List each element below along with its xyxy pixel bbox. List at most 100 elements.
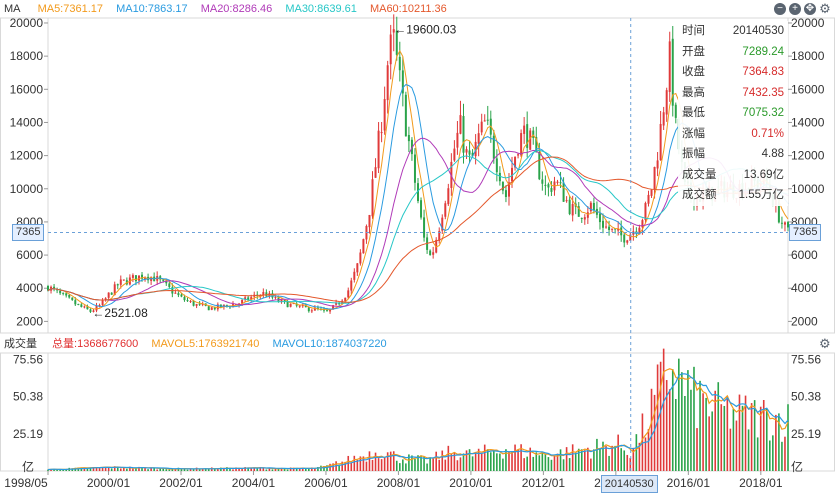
- volume-bar: [486, 449, 489, 471]
- candle-body: [526, 124, 529, 148]
- gear-icon[interactable]: ⚙: [819, 1, 831, 16]
- volume-bar: [499, 453, 501, 471]
- candle-body: [301, 305, 304, 307]
- crosshair-price-left: 7365: [12, 224, 45, 242]
- high-annotation: ←19600.03: [394, 23, 456, 37]
- volume-bar: [86, 468, 89, 471]
- volume-bar: [708, 416, 710, 471]
- candle-body: [380, 132, 383, 134]
- volume-bar: [671, 369, 674, 471]
- candle-body: [598, 213, 601, 223]
- candle-body: [647, 194, 650, 204]
- volume-bar: [168, 469, 171, 471]
- volume-bar: [314, 468, 316, 471]
- volume-bar: [123, 468, 125, 471]
- y-tick-label-right: 14000: [791, 115, 825, 129]
- volume-bar: [532, 456, 535, 471]
- candle-body: [392, 29, 395, 33]
- ma5-legend: MA5:7361.17: [37, 3, 103, 15]
- volume-bar: [565, 447, 568, 471]
- volume-bar: [89, 467, 92, 471]
- volume-bar: [696, 428, 698, 471]
- volume-bar: [426, 463, 428, 471]
- volume-bar: [423, 456, 425, 471]
- info-row: 时间 20140530: [678, 21, 788, 42]
- volume-bar: [259, 467, 262, 471]
- candle-body: [332, 305, 335, 310]
- zoom-out-button[interactable]: −: [774, 3, 786, 15]
- candle-body: [420, 200, 423, 218]
- candle-body: [310, 310, 313, 312]
- volume-bar: [750, 403, 753, 471]
- volume-y-tick-label: 25.19: [13, 427, 43, 441]
- y-tick-label-right: 4000: [791, 281, 818, 295]
- candle-body: [504, 190, 507, 198]
- volume-bar: [383, 457, 386, 471]
- volume-bar: [223, 468, 225, 471]
- info-label: 开盘: [682, 45, 705, 58]
- ma5-line: [47, 49, 789, 311]
- volume-bar: [232, 469, 234, 471]
- volume-bar: [753, 400, 756, 471]
- volume-bar: [311, 467, 313, 471]
- candle-body: [265, 292, 268, 297]
- candle-body: [529, 130, 532, 150]
- volume-bar: [474, 453, 477, 471]
- info-value: 13.69亿: [743, 168, 784, 181]
- candle-body: [544, 184, 547, 186]
- candle-body: [356, 263, 359, 273]
- volume-gear-icon[interactable]: ⚙: [819, 336, 831, 351]
- candle-body: [644, 203, 647, 220]
- candle-body: [271, 293, 274, 298]
- candle-body: [617, 228, 620, 231]
- volume-bar: [496, 453, 498, 471]
- candle-body: [162, 279, 165, 281]
- volume-bar: [432, 458, 434, 471]
- candle-body: [477, 133, 480, 144]
- candle-body: [374, 167, 377, 178]
- volume-bar: [584, 450, 586, 471]
- candle-body: [398, 56, 401, 71]
- volume-bars: [47, 348, 789, 471]
- candle-body: [650, 189, 653, 196]
- volume-bar: [156, 469, 158, 471]
- info-row: 开盘 7289.24: [678, 42, 788, 63]
- volume-bar: [684, 395, 686, 471]
- ma60-line: [47, 156, 788, 303]
- candle-body: [438, 230, 441, 241]
- candle-body: [501, 181, 504, 191]
- volume-bar: [359, 456, 362, 471]
- volume-bar: [244, 467, 246, 471]
- candle-body: [344, 297, 347, 302]
- volume-bar: [781, 441, 783, 471]
- volume-bar: [650, 388, 653, 471]
- candle-body: [183, 296, 186, 301]
- volume-bar: [56, 469, 58, 471]
- info-row: 最低 7075.32: [678, 103, 788, 124]
- volume-bar: [678, 358, 680, 471]
- volume-bar: [732, 408, 735, 471]
- candle-body: [362, 239, 365, 254]
- volume-bar: [238, 468, 240, 471]
- volume-bar: [147, 469, 149, 471]
- volume-bar: [662, 348, 665, 471]
- info-row: 成交量 13.69亿: [678, 165, 788, 186]
- candle-body: [316, 307, 319, 309]
- candle-body: [371, 179, 374, 217]
- candle-body: [662, 112, 665, 126]
- candle-body: [395, 30, 398, 55]
- volume-bar: [784, 436, 786, 471]
- volume-bar: [687, 370, 689, 471]
- candle-body: [568, 199, 571, 215]
- volume-bar: [220, 467, 222, 471]
- ma30-legend: MA30:8639.61: [285, 3, 357, 15]
- candle-body: [389, 34, 392, 65]
- volume-unit-label-right: 亿: [791, 459, 803, 474]
- zoom-in-button[interactable]: +: [789, 3, 801, 15]
- volume-bar: [371, 459, 374, 471]
- volume-bar: [738, 394, 741, 471]
- move-button[interactable]: ✥: [804, 3, 816, 15]
- candle-body: [498, 172, 501, 182]
- volume-bar: [741, 405, 744, 471]
- volume-bar: [189, 468, 192, 471]
